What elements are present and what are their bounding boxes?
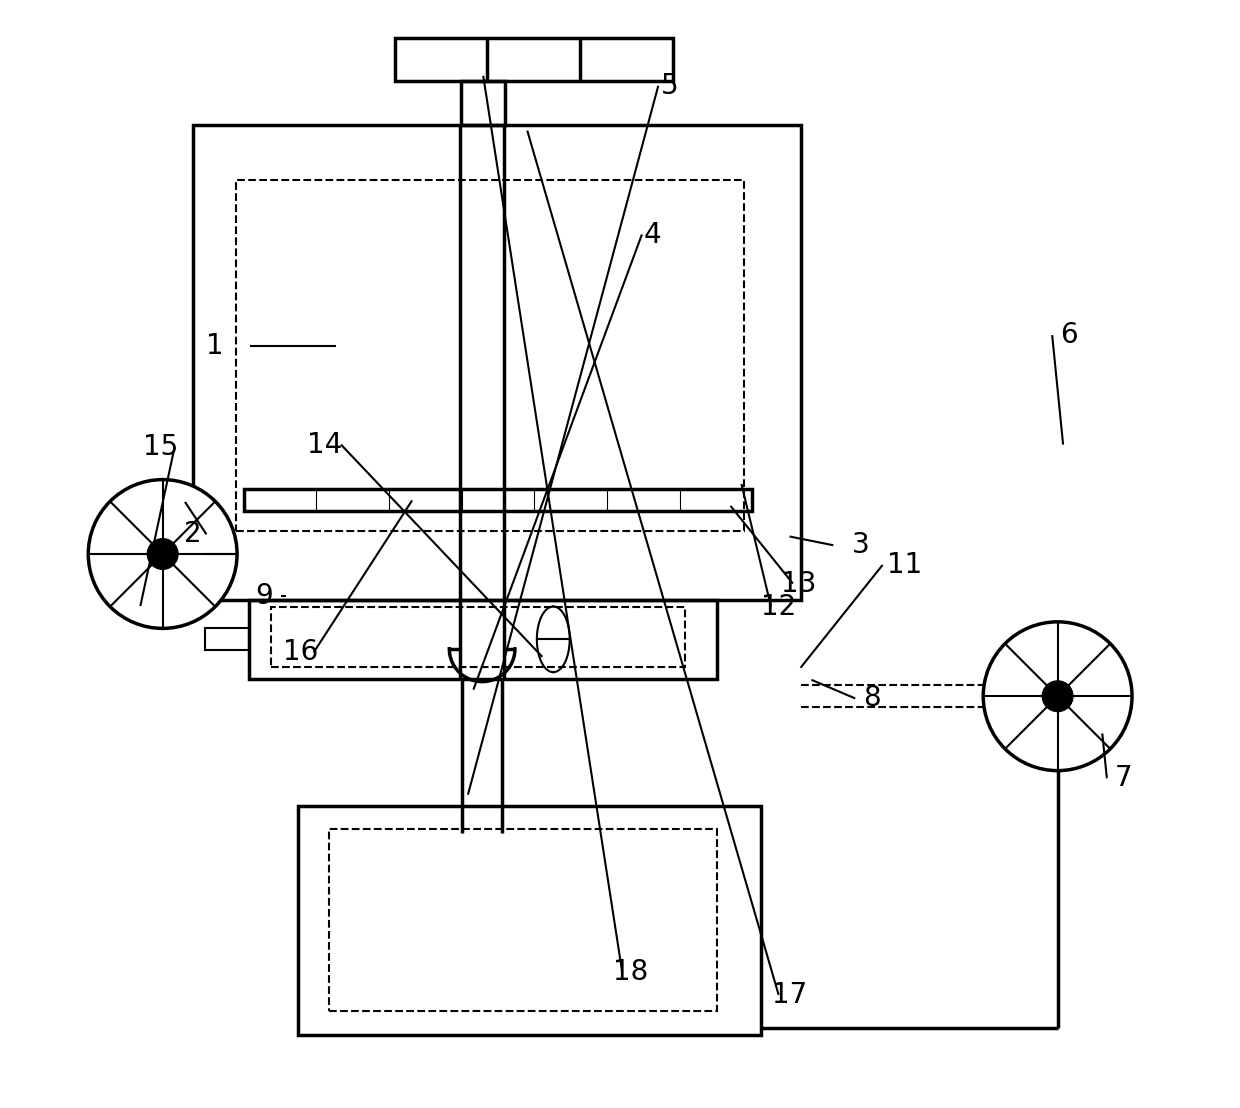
- Circle shape: [148, 538, 179, 570]
- Bar: [236, 179, 744, 531]
- Bar: [272, 606, 684, 667]
- Bar: [394, 38, 672, 81]
- Bar: [299, 806, 761, 1035]
- Text: 7: 7: [1115, 765, 1132, 792]
- Text: 18: 18: [614, 958, 649, 986]
- Text: 5: 5: [661, 72, 678, 100]
- Text: 3: 3: [852, 531, 869, 560]
- Text: 12: 12: [761, 593, 796, 620]
- Bar: [329, 829, 718, 1012]
- Text: 2: 2: [185, 521, 202, 548]
- Bar: [243, 490, 753, 511]
- Text: 6: 6: [1060, 321, 1078, 349]
- Bar: [206, 628, 249, 650]
- Circle shape: [1043, 681, 1073, 711]
- Text: 14: 14: [308, 431, 342, 459]
- Circle shape: [983, 622, 1132, 771]
- Text: 15: 15: [143, 433, 179, 461]
- Bar: [249, 599, 718, 679]
- Text: 17: 17: [773, 981, 807, 1009]
- Text: 16: 16: [283, 638, 319, 667]
- Text: 13: 13: [781, 570, 816, 597]
- Text: 9: 9: [255, 582, 273, 609]
- Text: 8: 8: [863, 685, 880, 712]
- Bar: [193, 125, 801, 599]
- Text: 1: 1: [206, 332, 224, 360]
- Text: 11: 11: [887, 551, 923, 579]
- Bar: [461, 81, 505, 125]
- Circle shape: [88, 480, 237, 628]
- Text: 4: 4: [644, 220, 662, 248]
